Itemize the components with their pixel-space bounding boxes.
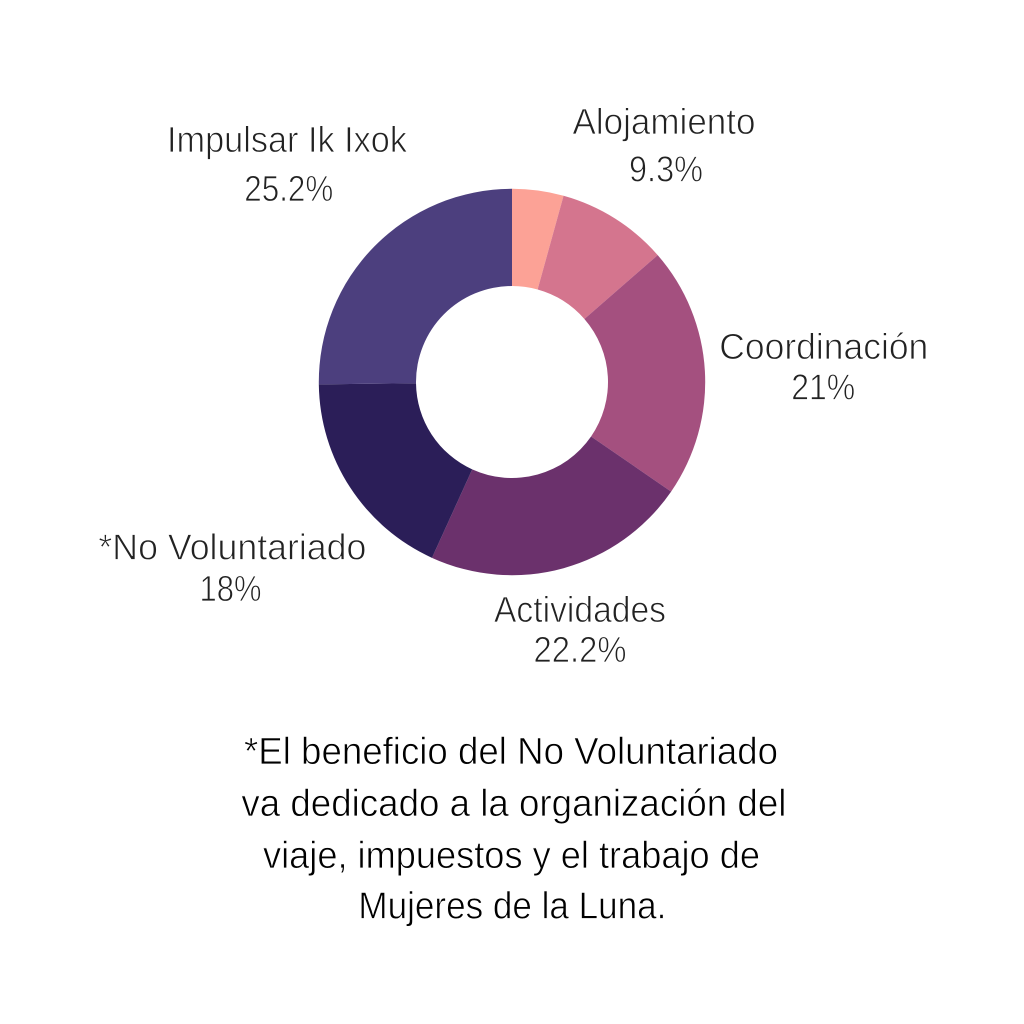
- svg-text:viaje, impuestos y el trabajo: viaje, impuestos y el trabajo de: [263, 835, 760, 877]
- svg-text:22.2%: 22.2%: [534, 629, 627, 670]
- svg-text:Actividades: Actividades: [494, 589, 666, 630]
- svg-text:21%: 21%: [791, 366, 855, 407]
- svg-text:25.2%: 25.2%: [244, 168, 333, 209]
- svg-text:Impulsar Ik Ixok: Impulsar Ik Ixok: [167, 119, 408, 160]
- svg-text:*No Voluntariado: *No Voluntariado: [98, 527, 366, 568]
- svg-text:Alojamiento: Alojamiento: [573, 101, 756, 142]
- svg-text:Mujeres de la Luna.: Mujeres de la Luna.: [358, 886, 666, 928]
- svg-text:Coordinación: Coordinación: [719, 326, 928, 367]
- svg-text:9.3%: 9.3%: [629, 148, 703, 189]
- svg-text:va dedicado a la organización: va dedicado a la organización del: [241, 783, 786, 825]
- svg-text:18%: 18%: [200, 568, 262, 609]
- svg-text:*El beneficio del No Voluntari: *El beneficio del No Voluntariado: [244, 731, 778, 773]
